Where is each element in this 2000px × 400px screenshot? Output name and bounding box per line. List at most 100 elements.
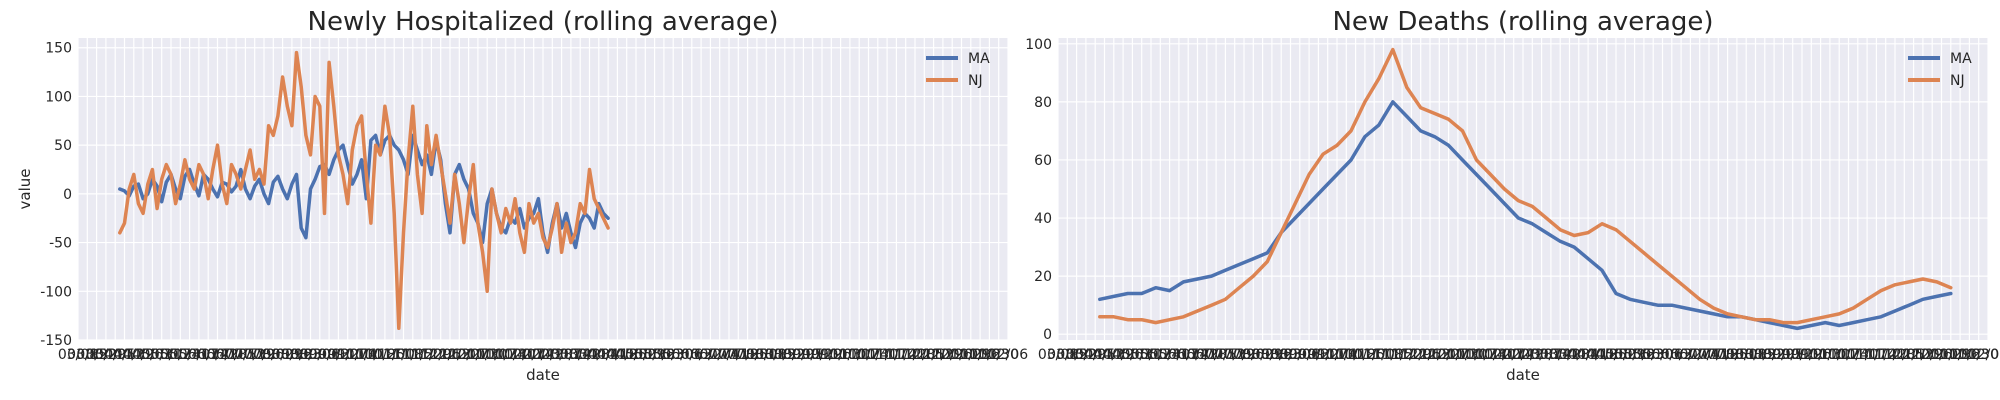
x-tick-label: 07/12 — [1205, 347, 1245, 363]
y-tick-label: 150 — [45, 41, 72, 57]
y-tick-label: 40 — [1034, 211, 1052, 227]
x-tick-label: 10/18 — [355, 347, 395, 363]
x-tick-label: 10/31 — [1838, 347, 1878, 363]
x-tick-label: 07/12 — [225, 347, 265, 363]
x-tick-label: 08/23 — [281, 347, 321, 363]
x-tick-label: 08/02 — [253, 347, 293, 363]
x-tick-label: 08/29 — [774, 347, 814, 363]
x-tick-label: 09/20 — [1298, 347, 1338, 363]
x-tick-label: 10/11 — [1326, 347, 1366, 363]
x-tick-label: 02/21 — [523, 347, 563, 363]
x-tick-label: 01/30 — [1959, 347, 1999, 363]
x-tick-label: 07/05 — [1196, 347, 1236, 363]
x-tick-label: 08/22 — [1745, 347, 1785, 363]
x-tick-label: 09/27 — [328, 347, 368, 363]
x-tick-label: 11/08 — [383, 347, 423, 363]
x-tick-label: 11/15 — [1373, 347, 1413, 363]
x-tick-label: 05/24 — [160, 347, 200, 363]
x-tick-label: 05/09 — [625, 347, 665, 363]
x-tick-label: 09/05 — [1763, 347, 1803, 363]
x-tick-label: 04/12 — [104, 347, 144, 363]
x-tick-label: 02/28 — [1512, 347, 1552, 363]
x-tick-label: 03/08 — [1038, 347, 1078, 363]
x-tick-label: 09/12 — [1773, 347, 1813, 363]
x-tick-label: 03/29 — [1066, 347, 1106, 363]
x-tick-label: 06/14 — [188, 347, 228, 363]
y-tick-label: 80 — [1034, 95, 1052, 111]
x-tick-label: 07/25 — [1707, 347, 1747, 363]
x-tick-label: 11/01 — [374, 347, 414, 363]
x-tick-label: 07/04 — [1680, 347, 1720, 363]
x-tick-label: 05/17 — [151, 347, 191, 363]
x-tick-label: 01/17 — [1456, 347, 1496, 363]
y-gridlines — [1058, 43, 1988, 335]
legend-label-nj: NJ — [1950, 73, 1965, 89]
x-tick-label: 03/29 — [86, 347, 126, 363]
x-tick-label: 04/11 — [1568, 347, 1608, 363]
x-tick-label: 04/19 — [114, 347, 154, 363]
x-tick-label: 10/17 — [1819, 347, 1859, 363]
x-tick-label: 07/19 — [235, 347, 275, 363]
x-tick-labels: 03/0803/1503/2203/2904/0504/1204/1904/26… — [1038, 347, 2000, 363]
y-axis-label: value — [16, 169, 34, 210]
x-tick-label: 01/24 — [486, 347, 526, 363]
y-tick-label: 100 — [1025, 37, 1052, 53]
x-tick-label: 08/09 — [262, 347, 302, 363]
x-tick-label: 11/29 — [411, 347, 451, 363]
x-tick-label: 09/26 — [1791, 347, 1831, 363]
x-tick-label: 06/07 — [1159, 347, 1199, 363]
x-tick-label: 08/16 — [1252, 347, 1292, 363]
x-tick-label: 08/16 — [272, 347, 312, 363]
x-tick-label: 05/10 — [142, 347, 182, 363]
y-tick-label: 0 — [63, 187, 72, 203]
x-tick-label: 07/05 — [216, 347, 256, 363]
x-tick-label: 07/18 — [718, 347, 758, 363]
x-tick-label: 08/09 — [1242, 347, 1282, 363]
x-tick-label: 03/07 — [541, 347, 581, 363]
series-line-ma — [1098, 100, 1953, 331]
x-tick-label: 04/19 — [1094, 347, 1134, 363]
x-tick-label: 01/09 — [951, 347, 991, 363]
x-tick-label: 10/03 — [1800, 347, 1840, 363]
x-tick-label: 01/02 — [941, 347, 981, 363]
x-tick-label: 12/19 — [1903, 347, 1943, 363]
x-tick-label: 08/22 — [765, 347, 805, 363]
x-tick-label: 02/06 — [988, 347, 1028, 363]
x-tick-label: 12/20 — [439, 347, 479, 363]
x-tick-label: 06/20 — [681, 347, 721, 363]
x-tick-label: 01/30 — [979, 347, 1019, 363]
series-line-nj — [1098, 47, 1953, 325]
x-tick-label: 06/13 — [1652, 347, 1692, 363]
x-tick-label: 05/30 — [1633, 347, 1673, 363]
legend: MA NJ — [1908, 51, 1972, 89]
x-tick-label: 08/01 — [737, 347, 777, 363]
x-tick-label: 08/15 — [1735, 347, 1775, 363]
legend-label-ma: MA — [968, 51, 990, 67]
x-tick-label: 02/14 — [514, 347, 554, 363]
x-tick-label: 05/16 — [1614, 347, 1654, 363]
x-tick-label: 07/26 — [244, 347, 284, 363]
x-tick-label: 01/23 — [969, 347, 1009, 363]
x-tick-label: 01/03 — [458, 347, 498, 363]
x-tick-label: 05/16 — [634, 347, 674, 363]
x-tick-label: 09/27 — [1308, 347, 1348, 363]
x-tick-label: 09/06 — [300, 347, 340, 363]
x-tick-label: 09/12 — [793, 347, 833, 363]
x-tick-label: 02/21 — [1503, 347, 1543, 363]
x-tick-label: 10/31 — [858, 347, 898, 363]
x-tick-label: 11/21 — [1866, 347, 1906, 363]
x-tick-label: 02/07 — [504, 347, 544, 363]
x-tick-label: 08/23 — [1261, 347, 1301, 363]
x-tick-label: 12/27 — [1428, 347, 1468, 363]
x-tick-label: 05/17 — [1131, 347, 1171, 363]
x-tick-label: 03/14 — [1531, 347, 1571, 363]
x-tick-label: 06/07 — [179, 347, 219, 363]
x-tick-label: 05/31 — [1149, 347, 1189, 363]
x-tick-label: 12/05 — [1884, 347, 1924, 363]
x-gridlines — [77, 38, 1009, 340]
x-tick-label: 12/13 — [1410, 347, 1450, 363]
x-tick-label: 10/18 — [1335, 347, 1375, 363]
x-tick-label: 07/26 — [1224, 347, 1264, 363]
x-tick-label: 04/12 — [1084, 347, 1124, 363]
